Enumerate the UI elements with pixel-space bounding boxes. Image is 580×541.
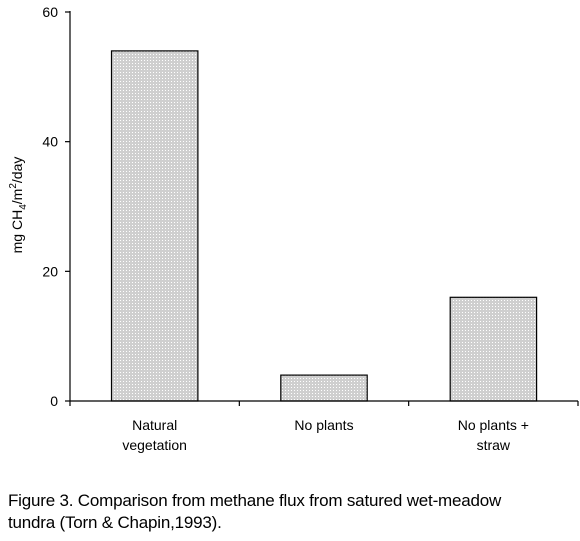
- x-category-label-1: No plants: [294, 417, 353, 433]
- caption-line-2: tundra (Torn & Chapin,1993).: [8, 513, 222, 532]
- y-tick-label-3: 60: [42, 4, 58, 20]
- figure-caption: Figure 3. Comparison from methane flux f…: [8, 490, 578, 534]
- caption-line-1: Figure 3. Comparison from methane flux f…: [8, 491, 502, 510]
- y-tick-label-1: 20: [42, 263, 58, 279]
- bar-chart: 0 20 40 60 Natural vegetation No plants No pla…: [8, 4, 579, 453]
- axes-group: [65, 11, 579, 406]
- bar-2: [449, 296, 538, 402]
- bars-group: [110, 50, 538, 402]
- x-category-labels: Natural vegetation No plants No plants + str…: [122, 417, 529, 453]
- y-tick-label-0: 0: [50, 393, 58, 409]
- y-tick-labels: 0 20 40 60: [42, 4, 58, 409]
- bar-0: [110, 50, 199, 402]
- bar-1: [280, 374, 368, 402]
- x-category-label-2: No plants + straw: [458, 417, 529, 453]
- y-tick-label-2: 40: [42, 134, 58, 150]
- x-category-label-0: Natural vegetation: [122, 417, 187, 453]
- y-axis-label: mg CH4/m2/day: [8, 157, 29, 254]
